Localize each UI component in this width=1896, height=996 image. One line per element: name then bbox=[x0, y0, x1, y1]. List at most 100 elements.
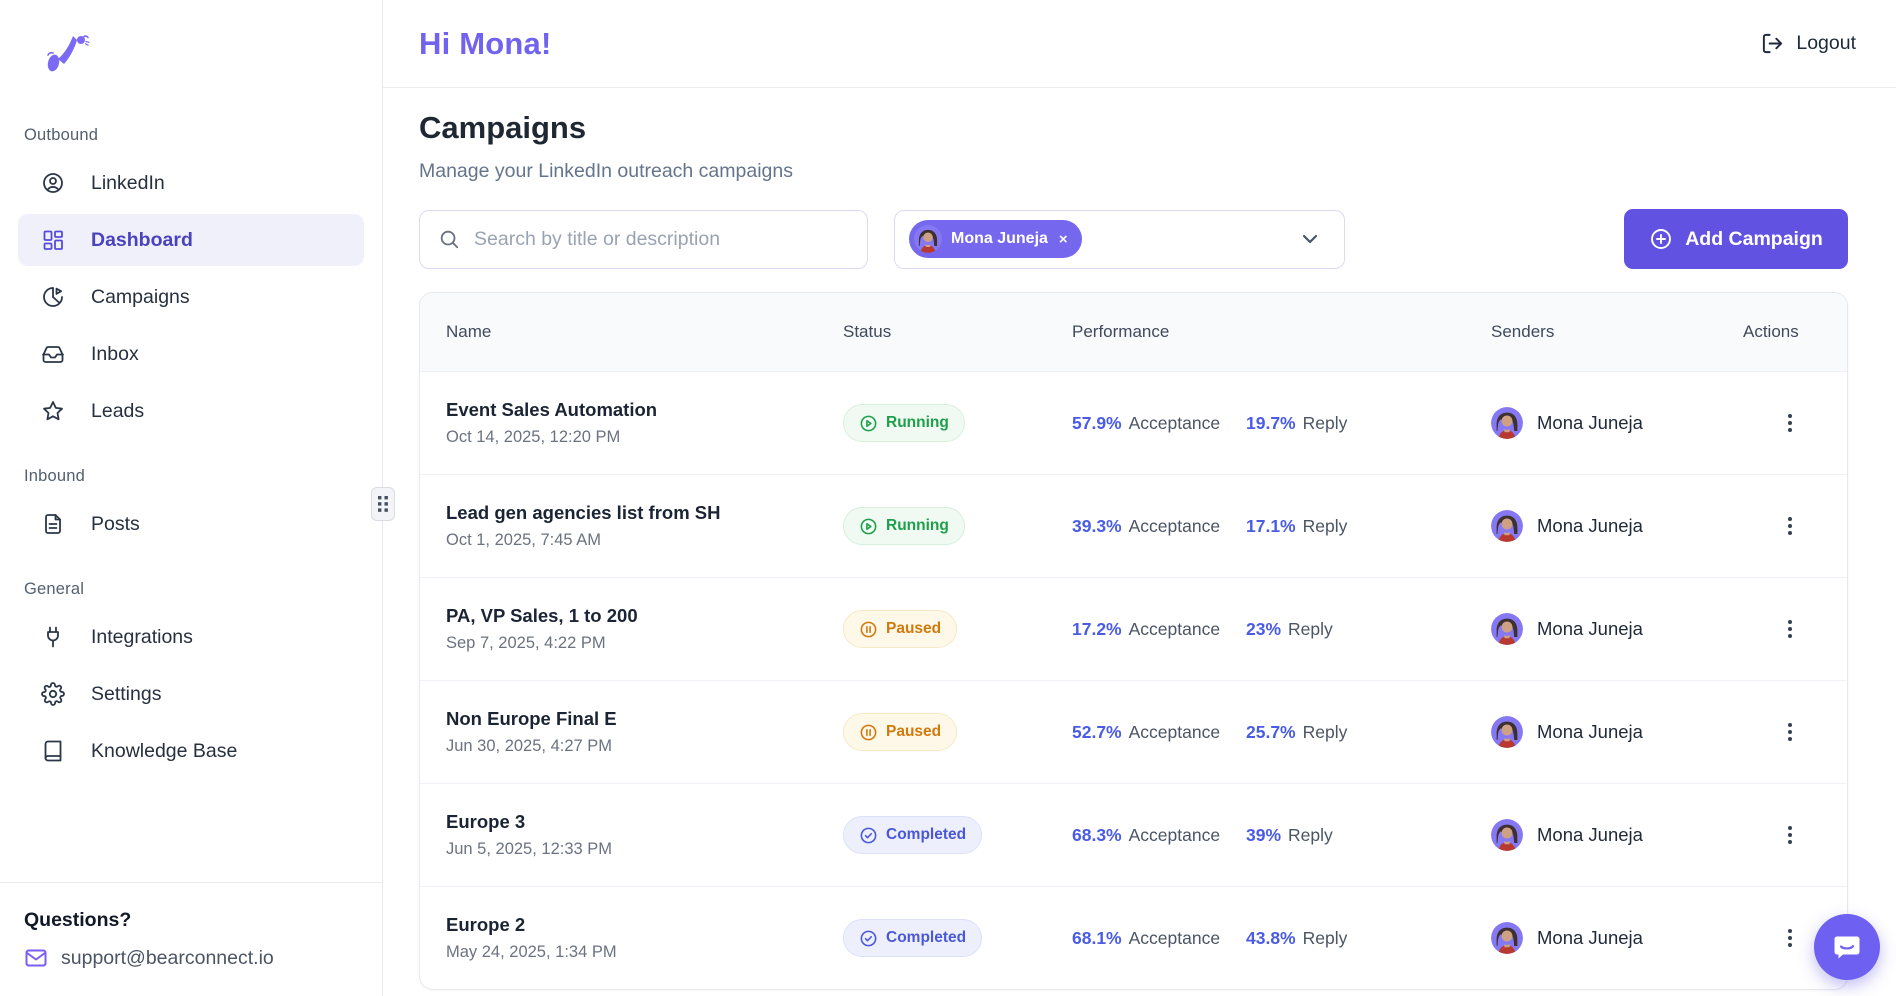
acceptance-value: 68.1% bbox=[1072, 927, 1122, 948]
campaign-row[interactable]: Europe 2 May 24, 2025, 1:34 PM Completed… bbox=[420, 886, 1847, 989]
status-icon bbox=[859, 620, 878, 639]
sidebar-item-campaigns[interactable]: Campaigns bbox=[18, 271, 364, 323]
campaign-name: Non Europe Final E bbox=[446, 708, 617, 729]
support-email-link[interactable]: support@bearconnect.io bbox=[24, 946, 358, 970]
reply-label: Reply bbox=[1288, 824, 1333, 845]
campaign-name: Europe 2 bbox=[446, 914, 526, 935]
row-menu-button[interactable] bbox=[1772, 817, 1808, 853]
status-icon bbox=[859, 929, 878, 948]
campaign-row[interactable]: Non Europe Final E Jun 30, 2025, 4:27 PM… bbox=[420, 680, 1847, 783]
sender-cell: Mona Juneja bbox=[1491, 716, 1743, 748]
campaign-row[interactable]: PA, VP Sales, 1 to 200 Sep 7, 2025, 4:22… bbox=[420, 577, 1847, 680]
search-box bbox=[419, 209, 868, 269]
sidebar-item-leads[interactable]: Leads bbox=[18, 385, 364, 437]
sidebar-item-label: Campaigns bbox=[91, 285, 190, 308]
campaign-name: Europe 3 bbox=[446, 811, 526, 832]
sender-name: Mona Juneja bbox=[1537, 515, 1643, 536]
sidebar-item-label: Knowledge Base bbox=[91, 739, 238, 762]
acceptance-value: 17.2% bbox=[1072, 618, 1122, 639]
campaign-name-cell: Lead gen agencies list from SH Oct 1, 20… bbox=[420, 502, 843, 550]
status-label: Paused bbox=[886, 620, 942, 637]
campaign-date: May 24, 2025, 1:34 PM bbox=[446, 943, 617, 961]
campaign-row[interactable]: Event Sales Automation Oct 14, 2025, 12:… bbox=[420, 371, 1847, 474]
campaigns-table: Name Status Performance Senders Actions … bbox=[419, 292, 1848, 990]
logout-icon bbox=[1761, 32, 1784, 55]
reply-label: Reply bbox=[1302, 721, 1348, 742]
mail-icon bbox=[24, 946, 48, 970]
campaign-name-cell: Event Sales Automation Oct 14, 2025, 12:… bbox=[420, 399, 843, 447]
page-subtitle: Manage your LinkedIn outreach campaigns bbox=[419, 160, 793, 182]
sidebar-item-dashboard[interactable]: Dashboard bbox=[18, 214, 364, 266]
column-header-name: Name bbox=[446, 322, 492, 341]
reply-value: 19.7% bbox=[1246, 412, 1296, 433]
actions-cell bbox=[1743, 714, 1836, 750]
sidebar-resize-handle[interactable] bbox=[371, 487, 395, 521]
campaign-date: Sep 7, 2025, 4:22 PM bbox=[446, 634, 606, 652]
performance-cell: 17.2% Acceptance 23% Reply bbox=[1072, 619, 1491, 640]
avatar bbox=[1491, 819, 1523, 851]
row-menu-button[interactable] bbox=[1772, 714, 1808, 750]
acceptance-label: Acceptance bbox=[1128, 412, 1221, 433]
sidebar-nav: Outbound LinkedIn Dashboard Campaigns Inbox L… bbox=[0, 120, 382, 782]
row-menu-button[interactable] bbox=[1772, 508, 1808, 544]
bearconnect-logo[interactable] bbox=[40, 32, 100, 82]
sidebar-item-label: Integrations bbox=[91, 625, 193, 648]
row-menu-button[interactable] bbox=[1772, 920, 1808, 956]
actions-cell bbox=[1743, 817, 1836, 853]
sender-avatar bbox=[914, 225, 942, 253]
campaign-date: Oct 1, 2025, 7:45 AM bbox=[446, 531, 602, 549]
sidebar-section-label: Inbound bbox=[24, 467, 86, 485]
status-badge: Running bbox=[843, 507, 965, 545]
sidebar-item-integrations[interactable]: Integrations bbox=[18, 611, 364, 663]
status-icon bbox=[859, 826, 878, 845]
gear-icon bbox=[41, 682, 65, 706]
avatar bbox=[1491, 407, 1523, 439]
status-label: Paused bbox=[886, 723, 942, 740]
campaign-date: Jun 30, 2025, 4:27 PM bbox=[446, 737, 613, 755]
chevron-down-icon[interactable] bbox=[1298, 227, 1322, 251]
dashboard-grid-icon bbox=[41, 228, 65, 252]
campaign-date: Jun 5, 2025, 12:33 PM bbox=[446, 840, 613, 858]
avatar bbox=[1491, 716, 1523, 748]
support-question-label: Questions? bbox=[24, 909, 132, 931]
remove-sender-icon[interactable]: × bbox=[1058, 230, 1068, 248]
reply-label: Reply bbox=[1302, 515, 1348, 536]
sidebar-item-inbox[interactable]: Inbox bbox=[18, 328, 364, 380]
sidebar-section-label: General bbox=[24, 580, 85, 598]
sidebar-item-linkedin[interactable]: LinkedIn bbox=[18, 157, 364, 209]
main-area: Hi Mona! Logout Campaigns Manage your Li… bbox=[383, 0, 1896, 996]
add-campaign-button[interactable]: Add Campaign bbox=[1624, 209, 1848, 269]
acceptance-label: Acceptance bbox=[1128, 927, 1221, 948]
campaign-row[interactable]: Europe 3 Jun 5, 2025, 12:33 PM Completed… bbox=[420, 783, 1847, 886]
sender-filter-chip[interactable]: Mona Juneja × bbox=[909, 220, 1082, 258]
reply-value: 43.8% bbox=[1246, 927, 1296, 948]
sender-filter-select[interactable]: Mona Juneja × bbox=[894, 209, 1345, 269]
sidebar-item-settings[interactable]: Settings bbox=[18, 668, 364, 720]
chat-launcher-button[interactable] bbox=[1814, 914, 1880, 980]
status-icon bbox=[859, 414, 878, 433]
campaign-name-cell: Non Europe Final E Jun 30, 2025, 4:27 PM bbox=[420, 708, 843, 756]
row-menu-button[interactable] bbox=[1772, 611, 1808, 647]
campaign-status-cell: Running bbox=[843, 404, 1072, 442]
sidebar-item-posts[interactable]: Posts bbox=[18, 498, 364, 550]
campaign-row[interactable]: Lead gen agencies list from SH Oct 1, 20… bbox=[420, 474, 1847, 577]
status-badge: Paused bbox=[843, 713, 958, 751]
avatar bbox=[1491, 613, 1523, 645]
search-input[interactable] bbox=[474, 227, 849, 251]
page-title: Campaigns bbox=[419, 110, 587, 145]
logout-button[interactable]: Logout bbox=[1761, 32, 1856, 55]
sidebar-item-knowledge-base[interactable]: Knowledge Base bbox=[18, 725, 364, 777]
sidebar-item-label: Inbox bbox=[91, 342, 139, 365]
performance-cell: 68.1% Acceptance 43.8% Reply bbox=[1072, 928, 1491, 949]
sender-name: Mona Juneja bbox=[1537, 618, 1643, 639]
plus-circle-icon bbox=[1649, 227, 1673, 251]
acceptance-label: Acceptance bbox=[1128, 721, 1221, 742]
status-icon bbox=[859, 517, 878, 536]
row-menu-button[interactable] bbox=[1772, 405, 1808, 441]
acceptance-value: 68.3% bbox=[1072, 824, 1122, 845]
topbar: Hi Mona! Logout bbox=[383, 0, 1896, 88]
sidebar-item-label: Dashboard bbox=[91, 228, 193, 251]
campaign-name-cell: Europe 3 Jun 5, 2025, 12:33 PM bbox=[420, 811, 843, 859]
bear-logo-icon bbox=[47, 35, 90, 72]
book-icon bbox=[41, 739, 65, 763]
